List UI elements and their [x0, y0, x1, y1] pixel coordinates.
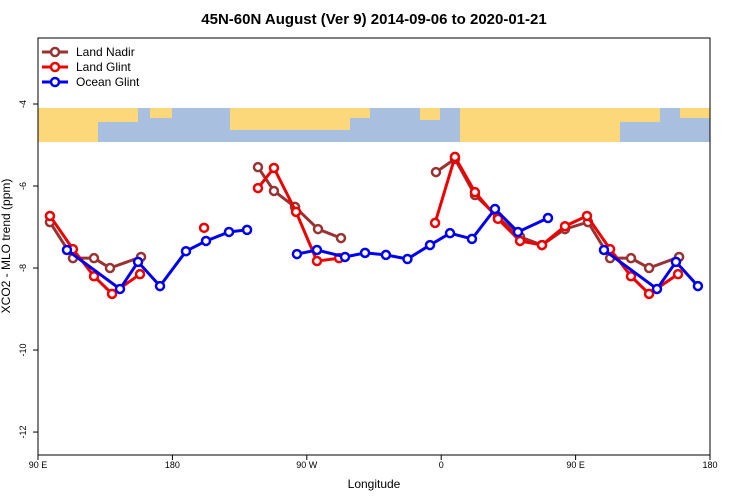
- point: [424, 239, 436, 251]
- point: [335, 232, 347, 244]
- point: [492, 213, 504, 225]
- point: [104, 262, 116, 274]
- y-axis-label: XCO2 - MLO trend (ppm): [0, 179, 13, 314]
- legend-marker: [49, 61, 61, 73]
- point: [559, 220, 571, 232]
- point: [61, 244, 73, 256]
- point: [339, 251, 351, 263]
- y-tick-label: -6: [18, 182, 28, 190]
- chart-title: 45N-60N August (Ver 9) 2014-09-06 to 202…: [201, 11, 546, 28]
- point: [312, 223, 324, 235]
- point: [154, 280, 166, 292]
- point: [625, 252, 637, 264]
- y-tick-label: -10: [18, 344, 28, 357]
- point: [88, 270, 100, 282]
- point: [44, 210, 56, 222]
- point: [198, 222, 210, 234]
- point: [291, 248, 303, 260]
- point: [581, 210, 593, 222]
- x-axis-label: Longitude: [348, 477, 401, 491]
- x-tick-label: 90 W: [296, 460, 318, 470]
- point: [670, 256, 682, 268]
- legend-label: Ocean Glint: [76, 75, 140, 89]
- x-tick-label: 180: [702, 460, 717, 470]
- legend-marker: [49, 76, 61, 88]
- point: [106, 288, 118, 300]
- point: [290, 206, 302, 218]
- point: [429, 217, 441, 229]
- point: [134, 268, 146, 280]
- point: [241, 224, 253, 236]
- point: [625, 270, 637, 282]
- point: [598, 244, 610, 256]
- legend-label: Land Nadir: [76, 45, 135, 59]
- point: [430, 166, 442, 178]
- plot-frame: [37, 37, 711, 456]
- x-tick-label: 90 E: [29, 460, 48, 470]
- point: [359, 247, 371, 259]
- y-tick-label: -4: [18, 100, 28, 108]
- point: [252, 161, 264, 173]
- y-tick-label: -12: [18, 426, 28, 439]
- point: [651, 283, 663, 295]
- point: [672, 268, 684, 280]
- point: [268, 162, 280, 174]
- legend-marker: [49, 46, 61, 58]
- point: [180, 245, 192, 257]
- point: [542, 212, 554, 224]
- point: [311, 244, 323, 256]
- point: [643, 262, 655, 274]
- legend-label: Land Glint: [76, 60, 131, 74]
- point: [466, 233, 478, 245]
- point: [514, 235, 526, 247]
- x-tick-label: 0: [439, 460, 444, 470]
- point: [449, 151, 461, 163]
- y-tick-label: -8: [18, 264, 28, 272]
- point: [380, 249, 392, 261]
- point: [512, 226, 524, 238]
- map-strip: [38, 108, 710, 142]
- point: [311, 255, 323, 267]
- x-tick-label: 90 E: [566, 460, 585, 470]
- point: [444, 227, 456, 239]
- point: [643, 288, 655, 300]
- point: [223, 226, 235, 238]
- point: [536, 239, 548, 251]
- point: [88, 252, 100, 264]
- point: [692, 280, 704, 292]
- point: [252, 182, 264, 194]
- point: [114, 283, 126, 295]
- point: [132, 256, 144, 268]
- x-tick-label: 180: [165, 460, 180, 470]
- point: [268, 185, 280, 197]
- point: [402, 253, 413, 265]
- point: [469, 186, 481, 198]
- point: [200, 235, 212, 247]
- point: [489, 203, 501, 215]
